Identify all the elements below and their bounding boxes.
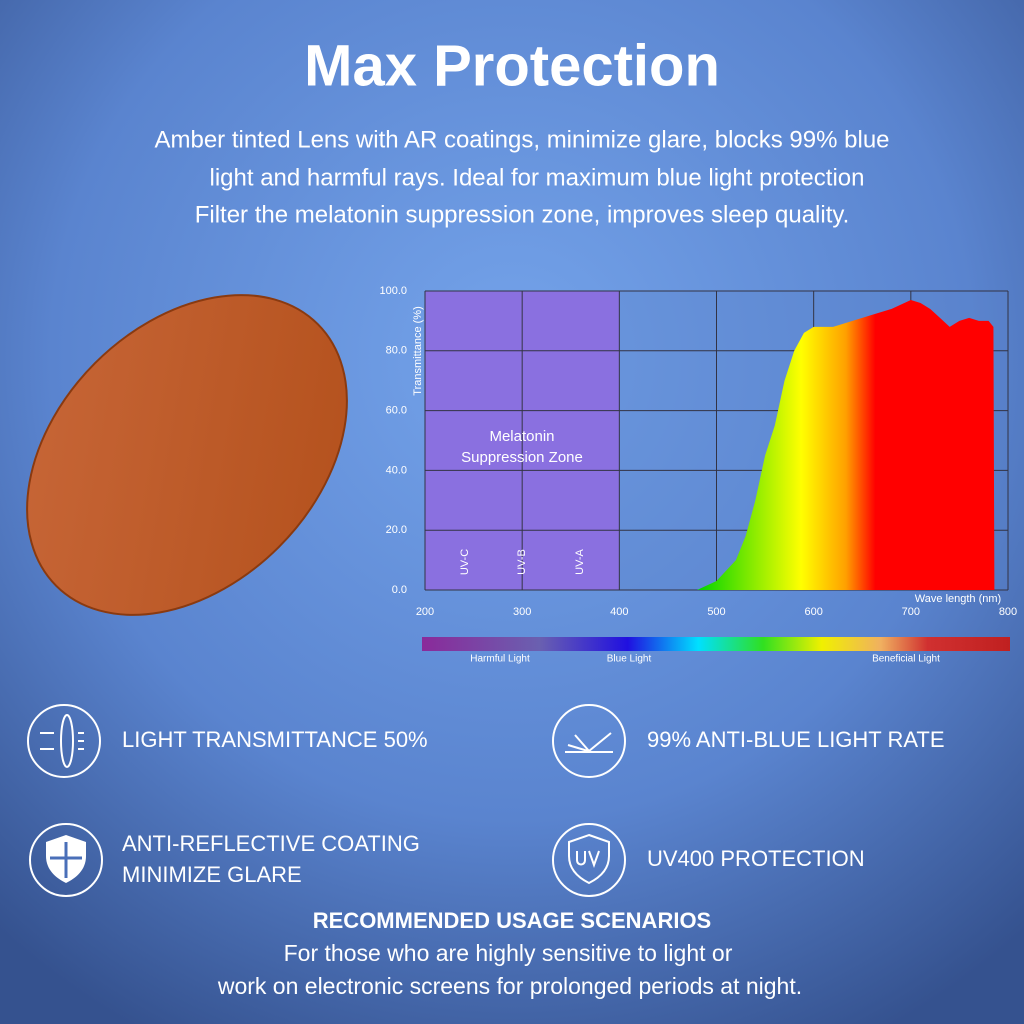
spectrum-label: Blue Light bbox=[607, 654, 652, 665]
x-tick-label: 400 bbox=[610, 606, 628, 618]
icon-transmittance bbox=[27, 704, 101, 778]
spectrum-label: Harmful Light bbox=[470, 654, 530, 665]
icon-anti-blue bbox=[552, 704, 626, 778]
annotation: Melatonin bbox=[489, 428, 554, 445]
footer-title: RECOMMENDED USAGE SCENARIOS bbox=[313, 908, 711, 933]
chart: 200 300 400 500 600 700 800 0.0 20.0 40.0 60.0 80.0… bbox=[379, 285, 1017, 618]
footer-text: For those who are highly sensitive to li… bbox=[284, 940, 733, 966]
icon-shield bbox=[29, 823, 103, 897]
x-axis-label: Wave length (nm) bbox=[915, 593, 1001, 605]
description: Filter the melatonin suppression zone, i… bbox=[195, 201, 850, 228]
feature-text: MINIMIZE GLARE bbox=[122, 862, 302, 887]
feature-text: LIGHT TRANSMITTANCE 50% bbox=[122, 727, 428, 752]
x-tick-label: 700 bbox=[902, 606, 920, 618]
x-tick-label: 500 bbox=[707, 606, 725, 618]
icon-uv bbox=[552, 823, 626, 897]
x-tick-label: 800 bbox=[999, 606, 1017, 618]
feature-text: 99% ANTI-BLUE LIGHT RATE bbox=[647, 727, 945, 752]
y-tick-label: 0.0 bbox=[392, 584, 407, 596]
description: light and harmful rays. Ideal for maximu… bbox=[210, 164, 865, 191]
y-axis-label: Transmittance (%) bbox=[412, 306, 424, 395]
transmittance-area bbox=[697, 299, 995, 590]
title: Max Protection bbox=[304, 33, 720, 98]
feature-text: ANTI-REFLECTIVE COATING bbox=[122, 831, 420, 856]
zone-label: UV-A bbox=[574, 549, 586, 575]
description: Amber tinted Lens with AR coatings, mini… bbox=[154, 126, 889, 153]
x-tick-label: 600 bbox=[804, 606, 822, 618]
y-tick-label: 40.0 bbox=[386, 464, 407, 476]
y-tick-label: 100.0 bbox=[379, 285, 407, 297]
annotation: Suppression Zone bbox=[461, 449, 583, 466]
lens bbox=[26, 294, 348, 616]
spectrum-label: Beneficial Light bbox=[872, 654, 940, 665]
zone-label: UV-C bbox=[459, 549, 471, 575]
feature-text: UV400 PROTECTION bbox=[647, 846, 865, 871]
spectrum-bar bbox=[422, 637, 1010, 651]
y-tick-label: 60.0 bbox=[386, 405, 407, 417]
footer-text: work on electronic screens for prolonged… bbox=[217, 973, 802, 999]
y-tick-label: 20.0 bbox=[386, 524, 407, 536]
y-tick-label: 80.0 bbox=[386, 345, 407, 357]
x-tick-label: 300 bbox=[513, 606, 531, 618]
zone-label: UV-B bbox=[516, 549, 528, 575]
x-tick-label: 200 bbox=[416, 606, 434, 618]
